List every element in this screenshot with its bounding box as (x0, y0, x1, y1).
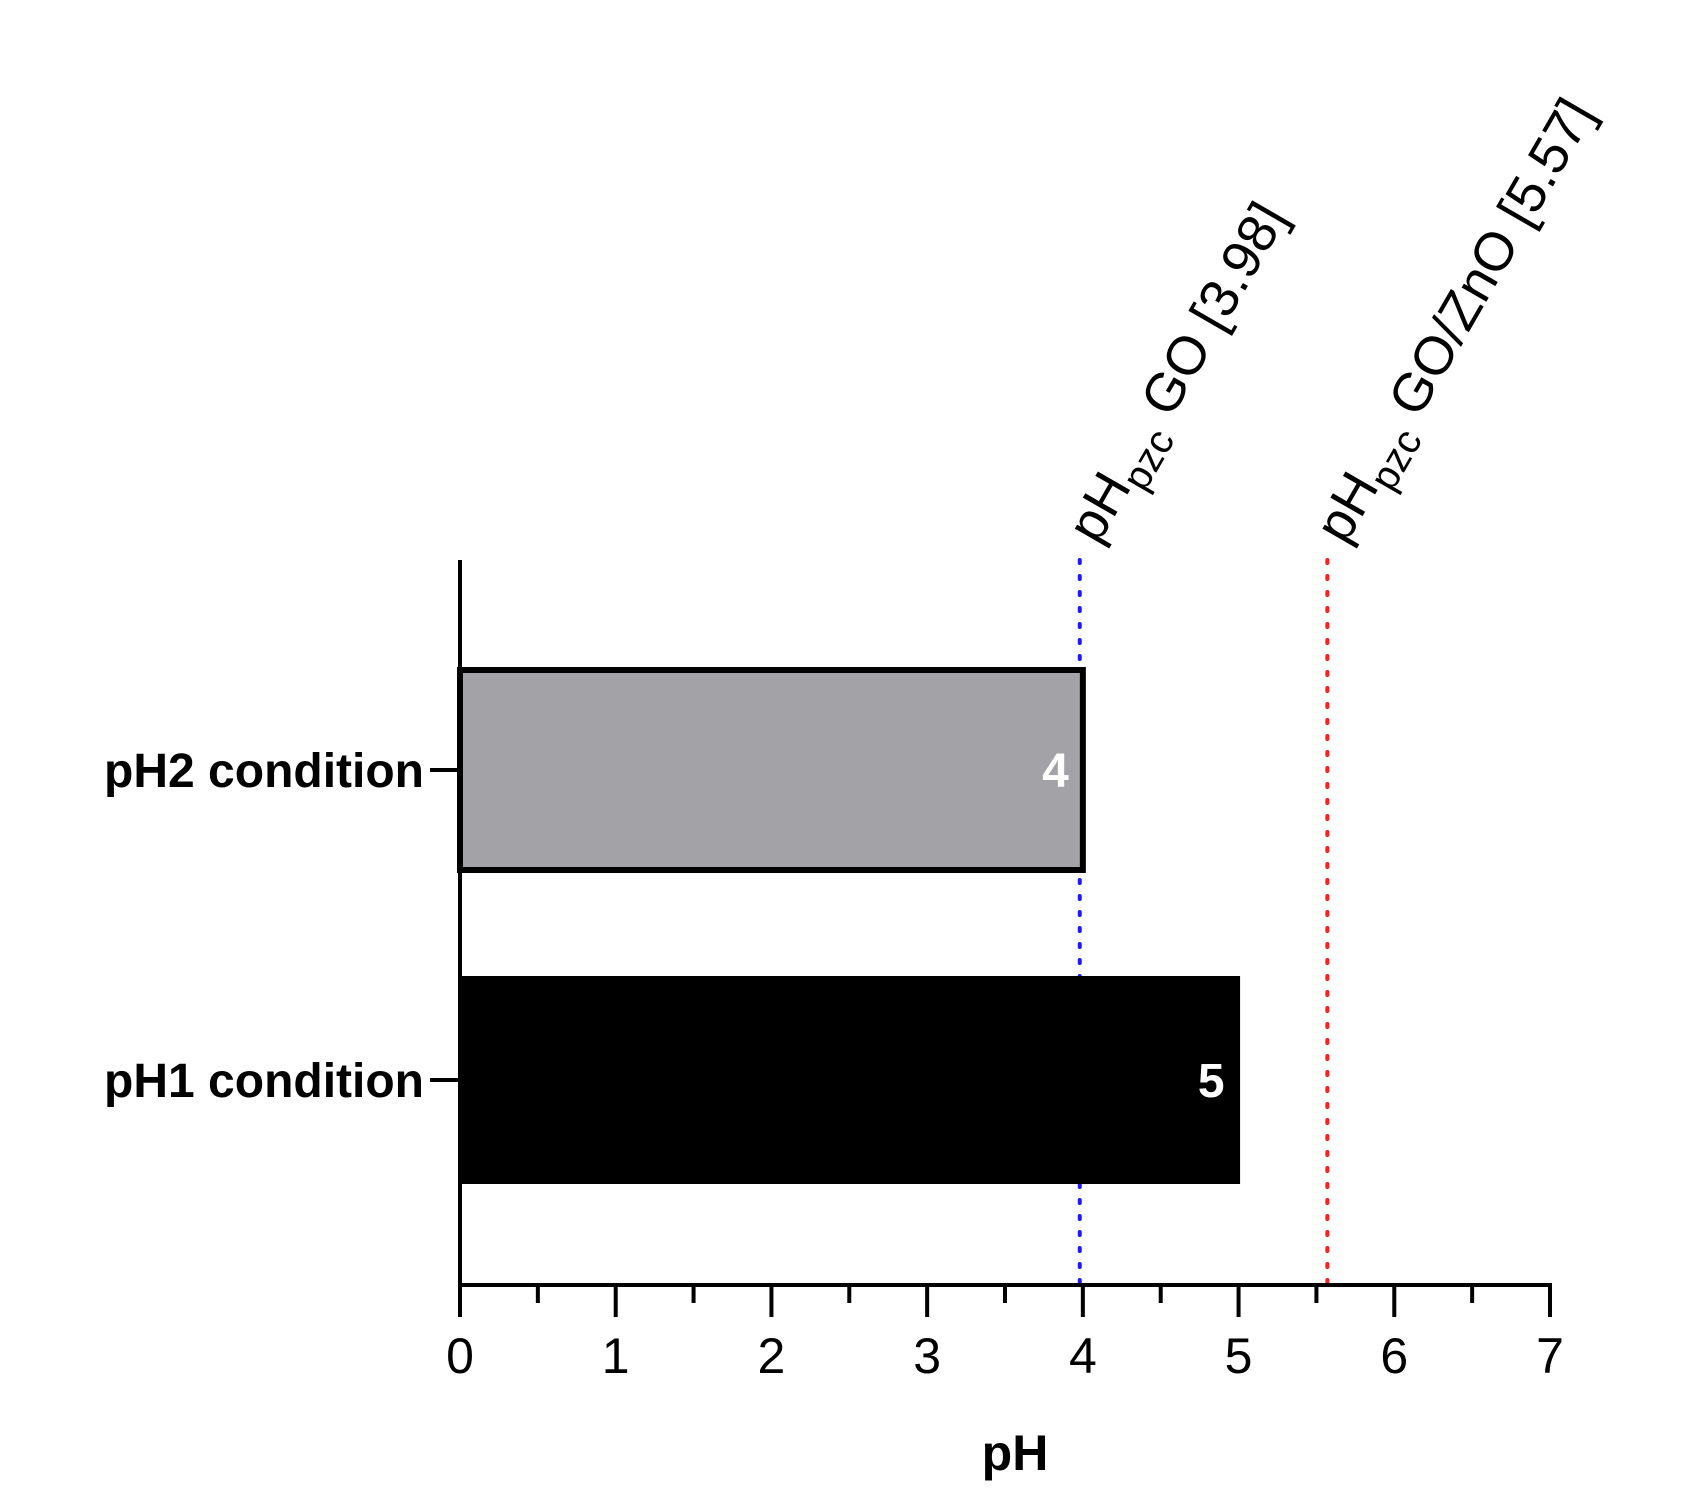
x-tick-label-7: 7 (1536, 1328, 1564, 1384)
y-tick-label-2: pH1 condition (104, 1055, 424, 1108)
x-tick-label-6: 6 (1380, 1328, 1408, 1384)
x-tick-label-0: 0 (446, 1328, 474, 1384)
y-tick-label-1: pH2 condition (104, 745, 424, 798)
reference-line-label-2: pHpzc GO/ZnO [5.57] (1304, 89, 1616, 558)
x-tick-label-3: 3 (913, 1328, 941, 1384)
x-tick-label-5: 5 (1225, 1328, 1253, 1384)
x-tick-label-1: 1 (602, 1328, 630, 1384)
x-axis-title: pH (982, 1425, 1049, 1481)
reference-line-label-1: pHpzc GO [3.98] (1056, 193, 1308, 558)
x-tick-label-4: 4 (1069, 1328, 1097, 1384)
bar-2 (458, 976, 1241, 1184)
bars: 45 (457, 667, 1241, 1184)
bar-value-label-2: 5 (1198, 1055, 1225, 1108)
bar-1 (457, 667, 1086, 873)
bar-value-label-1: 4 (1042, 745, 1069, 798)
x-tick-label-2: 2 (758, 1328, 786, 1384)
